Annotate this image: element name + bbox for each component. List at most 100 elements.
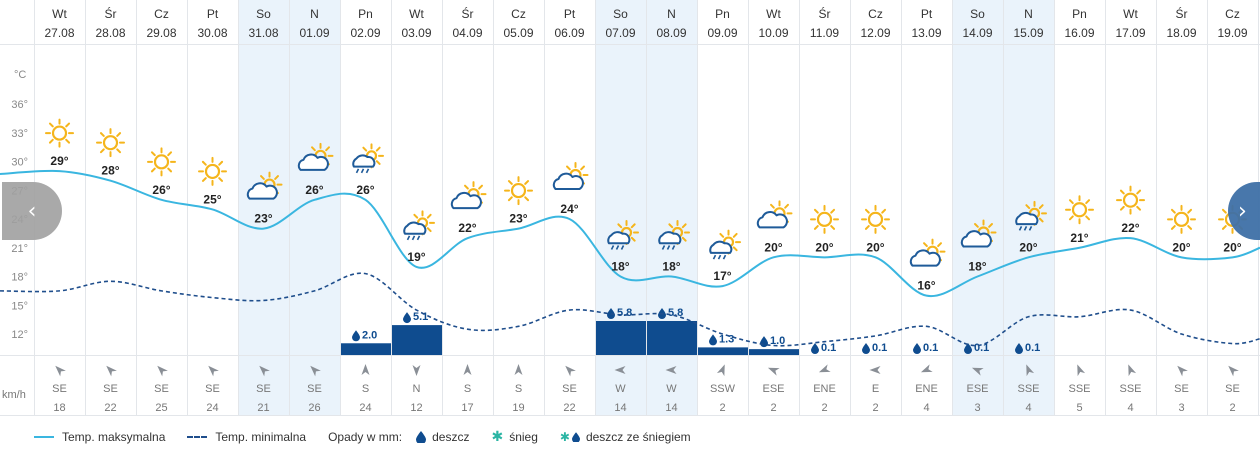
legend: Temp. maksymalna Temp. minimalna Opady w… xyxy=(0,420,1260,454)
day-date: 30.08 xyxy=(197,26,227,40)
sun-ray xyxy=(507,180,513,185)
gridlines xyxy=(0,0,1260,416)
sun-ray xyxy=(1119,205,1125,211)
sun-ray xyxy=(864,208,870,214)
day-name: Śr xyxy=(819,6,831,21)
rain-streak xyxy=(717,254,722,260)
sun-icon xyxy=(147,147,176,177)
day-name: So xyxy=(613,7,628,21)
wind-direction-label: SSE xyxy=(1068,383,1090,395)
wind-direction-label: N xyxy=(413,383,421,395)
sun-ray xyxy=(630,236,636,242)
wind-speed-label: 2 xyxy=(770,402,776,414)
weather-icon-sun xyxy=(1065,195,1094,225)
sun-ray xyxy=(681,223,687,229)
weather-icon-sun xyxy=(198,156,227,186)
temperature-lines xyxy=(0,169,1260,347)
rain-streak xyxy=(666,245,671,250)
sun-ray xyxy=(201,177,207,182)
precip-label: 0.1 xyxy=(1025,342,1040,354)
sun-ray xyxy=(260,175,265,180)
wind-direction-label: W xyxy=(666,383,677,395)
day-date: 06.09 xyxy=(554,26,584,40)
raindrop-icon xyxy=(964,343,972,354)
sun-ray xyxy=(923,242,928,248)
day-name: Pt xyxy=(207,7,219,21)
legend-min-swatch xyxy=(187,436,208,438)
precip-bar xyxy=(749,349,799,355)
weather-icon-sun xyxy=(1167,204,1196,234)
sun-ray xyxy=(311,146,316,152)
wind-direction-arrow-icon xyxy=(55,365,66,377)
wind-speed-label: 2 xyxy=(821,402,827,414)
sun-ray xyxy=(864,225,870,230)
sun-disc xyxy=(1173,211,1190,227)
day-name: Wt xyxy=(409,7,424,21)
sun-ray xyxy=(426,213,432,219)
wind-speed-label: 2 xyxy=(1229,402,1235,414)
sun-icon xyxy=(45,118,74,148)
sun-ray xyxy=(617,223,623,229)
max-temp-label: 25° xyxy=(203,192,221,206)
day-name: N xyxy=(1024,7,1033,21)
raindrop-icon xyxy=(709,334,717,346)
weather-icon-sun-cloud xyxy=(552,162,589,190)
wind-direction-arrow-icon xyxy=(1177,365,1188,377)
max-temp-label: 22° xyxy=(1121,221,1139,235)
day-name: So xyxy=(970,7,985,21)
precip-label: 5.1 xyxy=(413,311,428,323)
sun-ray xyxy=(464,184,469,190)
max-temp-label: 18° xyxy=(968,260,986,274)
wind-speed-label: 12 xyxy=(410,402,422,414)
wind-direction-arrow-icon xyxy=(157,365,168,377)
wind-unit-label: km/h xyxy=(2,389,26,401)
y-tick-label: 21° xyxy=(11,243,28,255)
rain-streak xyxy=(416,235,421,241)
cloud-icon xyxy=(909,249,941,267)
raindrop-icon xyxy=(416,431,427,443)
weather-icon-sun xyxy=(147,147,176,177)
prev-arrow-button[interactable]: ‹ xyxy=(2,182,62,240)
sun-icon xyxy=(810,204,839,234)
sun-disc xyxy=(510,182,527,199)
y-tick-label: 30° xyxy=(11,157,28,169)
sun-disc xyxy=(102,135,119,151)
day-name: N xyxy=(310,7,319,21)
wind-speed-label: 14 xyxy=(665,402,677,414)
precip-label: 0.1 xyxy=(872,342,887,354)
weather-icon-sun-cloud xyxy=(756,200,793,229)
max-temp-label: 20° xyxy=(1172,240,1190,254)
day-name: Śr xyxy=(1176,6,1188,21)
precip-bar xyxy=(698,347,748,355)
sun-ray xyxy=(362,146,368,152)
day-date: 14.09 xyxy=(962,26,992,40)
sun-ray xyxy=(881,208,887,214)
wind-direction-label: S xyxy=(464,383,471,395)
wind-speed-label: 14 xyxy=(614,402,626,414)
day-date: 15.09 xyxy=(1013,26,1043,40)
wind-direction-arrow-icon xyxy=(920,364,933,373)
day-name: Cz xyxy=(868,7,883,21)
wind-direction-arrow-icon xyxy=(716,364,725,377)
max-temp-label: 26° xyxy=(356,183,374,197)
precip-label: 5.8 xyxy=(617,307,632,319)
sun-ray xyxy=(719,232,725,238)
legend-max: Temp. maksymalna xyxy=(34,430,165,444)
wind-direction-arrow-icon xyxy=(1026,364,1035,377)
legend-mixed-label: deszcz ze śniegiem xyxy=(585,430,691,444)
day-name: Cz xyxy=(154,7,169,21)
day-date: 09.09 xyxy=(707,26,737,40)
max-temp-label: 20° xyxy=(866,240,884,254)
precip-label: 5.8 xyxy=(668,307,683,319)
sun-icon xyxy=(1116,185,1145,215)
sun-ray xyxy=(974,223,979,228)
sun-ray xyxy=(1187,208,1193,214)
legend-snow: ✱ śnieg xyxy=(491,429,537,445)
weather-icon-sun-cloud xyxy=(297,142,334,171)
min-temp-line xyxy=(0,272,1260,347)
day-date: 10.09 xyxy=(758,26,788,40)
wind-direction-arrow-icon xyxy=(310,365,321,377)
precip-label: 0.1 xyxy=(923,342,938,354)
sun-ray xyxy=(566,165,571,171)
